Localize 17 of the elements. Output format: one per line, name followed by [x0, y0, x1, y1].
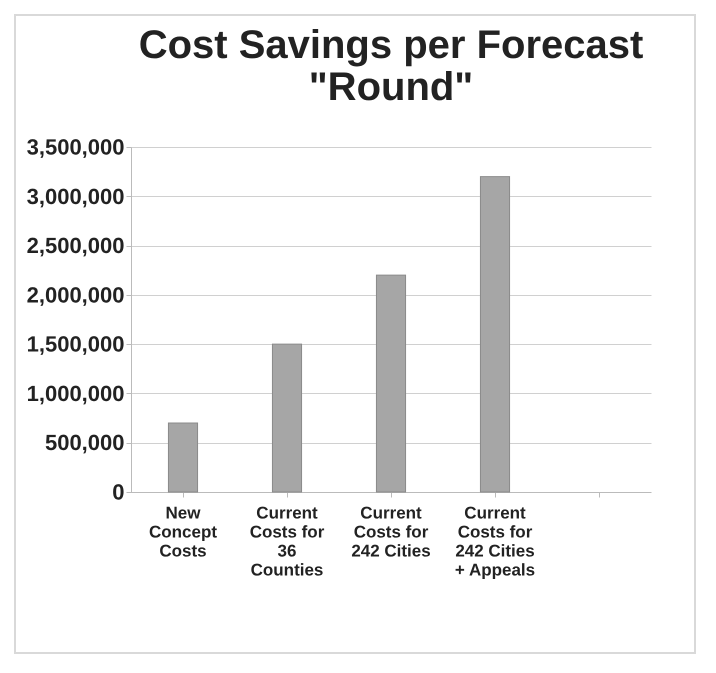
y-tick-label: 500,000	[44, 430, 124, 456]
x-tick-label: Current Costs for 242 Cities	[351, 504, 431, 560]
x-tick-label: New Concept Costs	[149, 504, 218, 560]
y-tick-label: 0	[112, 480, 124, 504]
y-tick-label: 2,000,000	[26, 282, 124, 308]
bar	[168, 422, 198, 492]
bar	[272, 344, 302, 492]
bar	[480, 176, 510, 492]
y-tick-label: 1,000,000	[26, 380, 124, 406]
bar	[376, 274, 406, 492]
y-tick-label: 1,500,000	[26, 332, 124, 357]
y-tick-label: 3,500,000	[26, 134, 124, 160]
y-tick-label: 3,000,000	[26, 184, 124, 209]
x-tick-label: Current Costs for 242 Cities + Appeals	[454, 504, 536, 580]
x-tick-label: Current Costs for 36 Counties	[250, 504, 325, 580]
y-tick-label: 2,500,000	[26, 233, 124, 258]
chart-title: Cost Savings per Forecast "Round"	[138, 23, 644, 109]
